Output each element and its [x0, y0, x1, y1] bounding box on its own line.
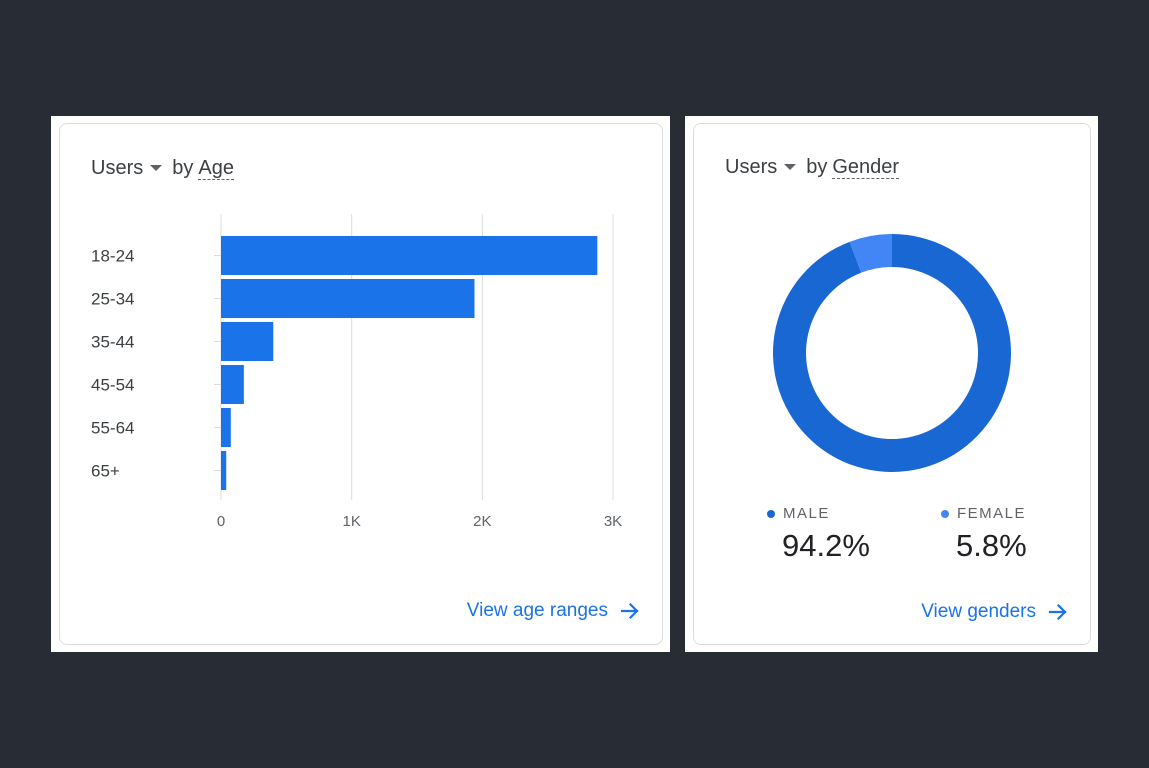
- caret-down-icon[interactable]: [150, 164, 163, 171]
- view-age-ranges-link[interactable]: View age ranges: [467, 600, 640, 622]
- gender-card: Users by Gender MALE 94.2% FEMALE 5.8% V…: [693, 123, 1091, 645]
- legend-item-female: FEMALE 5.8%: [941, 505, 1027, 564]
- x-tick-label: 3K: [604, 513, 622, 530]
- metric-selector[interactable]: Users: [91, 157, 144, 179]
- arrow-right-icon: [620, 601, 640, 621]
- view-genders-label: View genders: [921, 601, 1036, 622]
- category-label: 55-64: [91, 419, 134, 438]
- metric-selector[interactable]: Users: [725, 156, 778, 178]
- by-label: by: [172, 157, 194, 179]
- x-tick-label: 2K: [473, 513, 491, 530]
- age-card-frame: Users by Age 18-24 25-34 35-44 45-54 55-64 65…: [51, 116, 670, 652]
- bar-35-44[interactable]: [221, 322, 274, 361]
- slice-male[interactable]: [773, 234, 1011, 473]
- bars: [221, 236, 598, 490]
- dimension-selector[interactable]: Age: [198, 157, 234, 180]
- x-tick-label: 0: [217, 513, 225, 530]
- x-tick-label: 1K: [342, 513, 360, 530]
- bar-25-34[interactable]: [221, 279, 475, 318]
- slice-female[interactable]: [849, 234, 892, 273]
- category-label: 18-24: [91, 247, 134, 266]
- bar-18-24[interactable]: [221, 236, 598, 275]
- category-label: 65+: [91, 462, 120, 481]
- category-label: 25-34: [91, 290, 134, 309]
- gender-card-title: Users by Gender: [725, 156, 900, 179]
- by-label: by: [806, 156, 828, 178]
- female-label: FEMALE: [957, 505, 1027, 522]
- gender-donut-chart: [773, 234, 1011, 473]
- caret-down-icon[interactable]: [784, 163, 797, 170]
- view-genders-link[interactable]: View genders: [921, 601, 1068, 623]
- legend-item-male: MALE 94.2%: [767, 505, 870, 564]
- category-labels: 18-24 25-34 35-44 45-54 55-64 65+: [91, 247, 134, 481]
- age-bar-chart: 18-24 25-34 35-44 45-54 55-64 65+ 0 1K 2K 3K: [91, 214, 622, 530]
- category-label: 45-54: [91, 376, 134, 395]
- age-card-title: Users by Age: [91, 157, 234, 180]
- gender-card-frame: Users by Gender MALE 94.2% FEMALE 5.8% V…: [685, 116, 1098, 652]
- age-card: Users by Age 18-24 25-34 35-44 45-54 55-64 65…: [59, 123, 663, 645]
- view-age-ranges-label: View age ranges: [466, 600, 608, 621]
- female-dot-icon: [941, 509, 949, 518]
- dimension-selector[interactable]: Gender: [832, 156, 900, 179]
- x-tick-labels: 0 1K 2K 3K: [217, 513, 622, 530]
- category-label: 35-44: [91, 333, 134, 352]
- bar-45-54[interactable]: [221, 365, 244, 404]
- bar-65+[interactable]: [221, 451, 227, 490]
- female-value: 5.8%: [956, 528, 1027, 563]
- arrow-right-icon: [1048, 602, 1068, 622]
- male-dot-icon: [767, 509, 775, 518]
- bar-55-64[interactable]: [221, 408, 231, 447]
- male-label: MALE: [783, 505, 830, 522]
- male-value: 94.2%: [782, 528, 870, 563]
